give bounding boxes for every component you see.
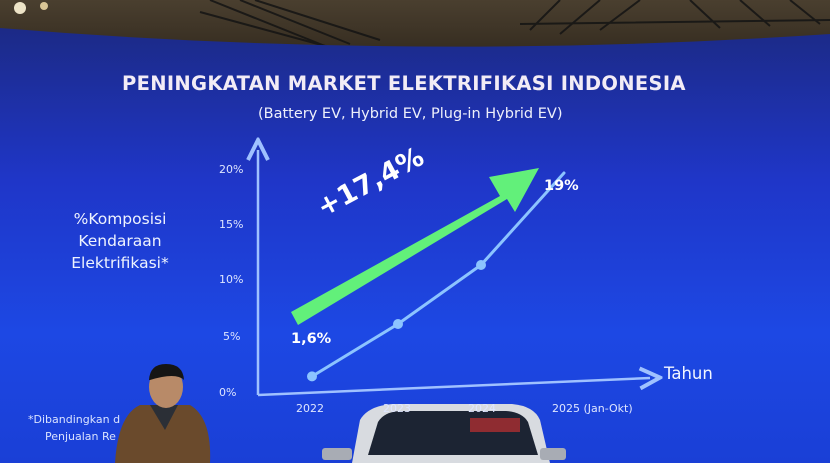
y-axis-title-line: Kendaraan (78, 232, 162, 250)
footnote-line: Penjualan Re (45, 430, 116, 443)
y-tick-label: 15% (219, 218, 244, 231)
x-tick-label: 2022 (296, 402, 324, 415)
y-axis-title-line: Elektrifikasi* (71, 254, 169, 272)
first-value-label: 1,6% (291, 331, 332, 347)
car-silhouette (322, 404, 566, 463)
data-point (393, 319, 403, 329)
footnote: *Dibandingkan d Penjualan Re (28, 411, 120, 445)
series-line (310, 171, 566, 378)
stage-light (14, 2, 26, 14)
x-axis-title: Tahun (664, 364, 713, 383)
x-tick-label: 2025 (Jan-Okt) (552, 402, 633, 415)
footnote-line: *Dibandingkan d (28, 413, 121, 426)
y-tick-label: 5% (223, 330, 241, 343)
stage-light (40, 2, 48, 10)
x-tick-label: 2023 (383, 402, 411, 415)
slide-title: PENINGKATAN MARKET ELEKTRIFIKASI INDONES… (122, 72, 686, 95)
y-axis-title-line: %Komposisi (73, 210, 167, 228)
data-point (476, 260, 486, 270)
data-point (307, 371, 317, 382)
y-tick-label: 20% (219, 163, 244, 176)
growth-arrow (291, 168, 539, 325)
y-axis-title: %Komposisi Kendaraan Elektrifikasi* (40, 208, 200, 274)
last-value-label: 19% (544, 178, 579, 194)
y-tick-label: 0% (219, 386, 237, 399)
truss-frame (199, 0, 830, 51)
y-tick-label: 10% (219, 273, 244, 286)
slide-subtitle: (Battery EV, Hybrid EV, Plug-in Hybrid E… (258, 106, 563, 122)
presenter-figure (115, 364, 211, 463)
x-tick-label: 2024 (468, 402, 496, 415)
x-axis (257, 378, 650, 397)
plot-area (307, 171, 566, 382)
